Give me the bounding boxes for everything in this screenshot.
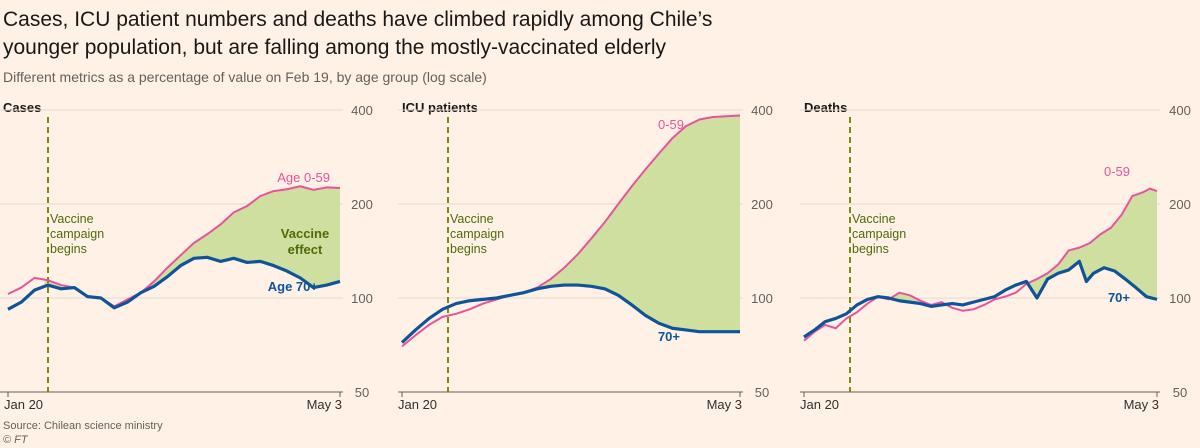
y-tick-label: 50 — [1173, 385, 1187, 400]
series-line-young — [7, 185, 341, 308]
panel-title-icu: ICU patients — [402, 100, 478, 115]
series-line-young — [401, 114, 741, 348]
y-tick-label: 400 — [351, 103, 373, 118]
x-tick-label-start: Jan 20 — [398, 397, 437, 412]
series-label: Age 70+ — [268, 279, 319, 294]
series-line-old — [7, 255, 341, 311]
x-tick-label-end: May 3 — [307, 397, 342, 412]
vaccine-annotation: Vaccine campaign begins — [450, 212, 504, 256]
series-label: Age 0-59 — [277, 170, 330, 185]
x-tick-label-start: Jan 20 — [4, 397, 43, 412]
source-note: Source: Chilean science ministry — [3, 420, 163, 432]
y-tick-label: 100 — [1169, 291, 1191, 306]
y-tick-label: 50 — [755, 385, 769, 400]
series-label: 0-59 — [658, 117, 684, 132]
vaccine-annotation: Vaccine campaign begins — [852, 212, 906, 256]
y-tick-label: 100 — [751, 291, 773, 306]
vaccine-effect-area — [44, 186, 341, 308]
vaccine-effect-area — [449, 115, 740, 332]
y-tick-label: 200 — [1169, 197, 1191, 212]
panel-title-cases: Cases — [3, 100, 42, 115]
vaccine-annotation: Vaccine campaign begins — [50, 212, 104, 256]
series-label: 0-59 — [1104, 164, 1130, 179]
y-tick-label: 400 — [751, 103, 773, 118]
y-tick-label: 400 — [1169, 103, 1191, 118]
vaccine-effect-area — [849, 188, 1157, 311]
x-tick-label-end: May 3 — [707, 397, 742, 412]
series-label: 70+ — [658, 329, 680, 344]
copyright-note: © FT — [3, 434, 28, 446]
y-tick-label: 200 — [351, 197, 373, 212]
series-label: 70+ — [1108, 290, 1130, 305]
chart-subtitle: Different metrics as a percentage of val… — [3, 69, 487, 85]
x-tick-label-start: Jan 20 — [800, 397, 839, 412]
panel-title-deaths: Deaths — [804, 100, 848, 115]
chart-title: Cases, ICU patient numbers and deaths ha… — [3, 8, 713, 59]
x-tick-label-end: May 3 — [1124, 397, 1159, 412]
vaccine-effect-label: Vaccine effect — [281, 226, 329, 257]
panel-icu: 50 100 200 400 Jan 20 May 3 Vaccine campaign beg… — [398, 103, 773, 412]
series-line-young — [803, 187, 1158, 342]
series-line-old — [803, 259, 1158, 339]
y-tick-label: 100 — [351, 291, 373, 306]
y-tick-label: 50 — [355, 385, 369, 400]
y-tick-label: 200 — [751, 197, 773, 212]
panel-cases: 50 100 200 400 Jan 20 May 3 Vaccine campaign beg… — [0, 103, 373, 412]
panel-deaths: 50 100 200 400 Jan 20 May 3 Vaccine campaign beg… — [800, 103, 1191, 412]
series-line-old — [400, 283, 740, 344]
